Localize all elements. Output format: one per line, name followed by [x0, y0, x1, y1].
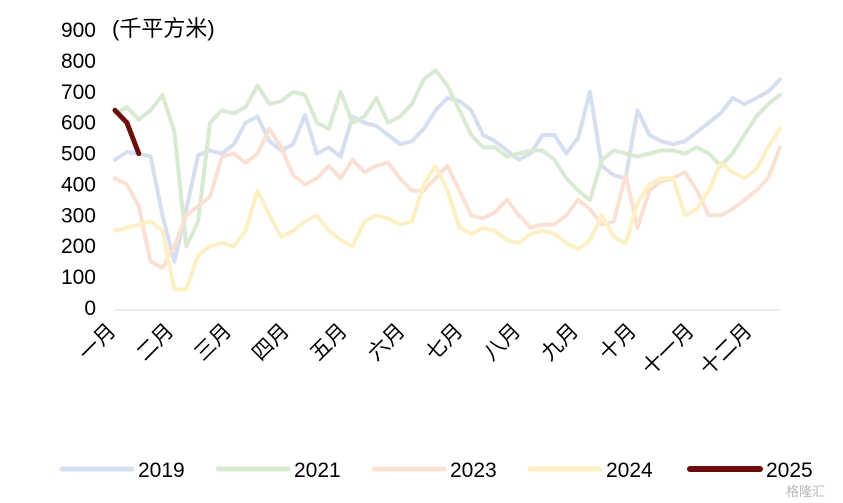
- legend-label-2023: 2023: [450, 459, 497, 482]
- y-tick-label: 600: [61, 112, 96, 135]
- series-line-2025: [112, 107, 142, 157]
- y-tick-label: 400: [61, 173, 96, 196]
- y-tick-label: 0: [84, 297, 96, 320]
- x-tick-label: 九月: [537, 319, 583, 365]
- plot-area: [112, 68, 782, 292]
- y-tick-label: 300: [61, 204, 96, 227]
- y-tick-label: 700: [61, 81, 96, 104]
- legend-label-2024: 2024: [606, 459, 653, 482]
- x-tick-label: 五月: [306, 319, 352, 365]
- x-tick-label: 四月: [248, 319, 294, 365]
- legend-label-2025: 2025: [766, 459, 813, 482]
- legend-label-2019: 2019: [138, 459, 185, 482]
- x-tick-label: 十一月: [638, 319, 699, 380]
- y-axis: 0 100 200 300 400 500 600 700 800 900: [61, 19, 96, 320]
- x-tick-label: 十月: [595, 319, 641, 365]
- x-tick-label: 二月: [132, 319, 178, 365]
- y-tick-label: 100: [61, 266, 96, 289]
- legend: 2019 2021 2023 2024 2025: [59, 459, 813, 482]
- series-line-2024: [113, 126, 782, 292]
- x-tick-label: 十二月: [696, 319, 757, 380]
- x-tick-label: 一月: [75, 319, 121, 365]
- series-line-2019: [113, 77, 782, 264]
- y-tick-label: 900: [61, 19, 96, 42]
- x-tick-label: 三月: [190, 319, 236, 365]
- y-tick-label: 200: [61, 235, 96, 258]
- x-tick-label: 八月: [479, 319, 525, 365]
- y-unit-label: (千平方米): [112, 16, 215, 41]
- y-tick-label: 500: [61, 143, 96, 166]
- y-tick-label: 800: [61, 50, 96, 73]
- x-tick-label: 六月: [364, 319, 410, 365]
- legend-label-2021: 2021: [294, 459, 341, 482]
- x-tick-label: 七月: [422, 319, 468, 365]
- series-line-2021: [113, 68, 782, 249]
- watermark-text: 格隆汇: [786, 484, 825, 499]
